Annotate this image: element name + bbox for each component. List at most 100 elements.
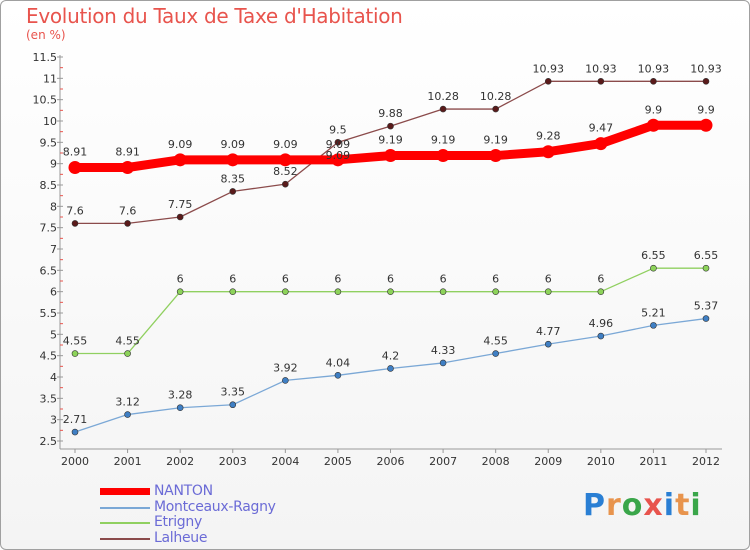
point-montceaux-ragny [492, 350, 499, 357]
x-tick-label: 2001 [114, 455, 142, 468]
x-tick-label: 2009 [534, 455, 562, 468]
y-tick-label: 6.5 [40, 264, 58, 277]
y-tick-label: 8 [50, 200, 57, 213]
data-label-lalheue: 7.6 [66, 204, 84, 217]
point-montceaux-ragny [124, 411, 131, 418]
point-nanton [541, 145, 555, 159]
point-nanton [121, 161, 135, 175]
data-label-montceaux-ragny: 5.21 [641, 306, 666, 319]
legend-swatch-lalheue [100, 537, 150, 540]
data-label-nanton: 9.19 [378, 134, 403, 147]
point-nanton [384, 149, 397, 163]
point-nanton [226, 153, 240, 167]
point-lalheue [282, 180, 289, 188]
point-lalheue [492, 105, 499, 113]
point-lalheue [334, 139, 342, 146]
data-label-montceaux-ragny: 4.2 [382, 349, 400, 362]
legend-swatch-nanton [100, 488, 150, 495]
y-tick-label: 9 [50, 158, 57, 171]
y-tick-label: 8.5 [40, 179, 58, 192]
y-tick-label: 7 [50, 243, 57, 256]
data-label-montceaux-ragny: 4.55 [483, 335, 508, 348]
y-tick-label: 10.5 [33, 94, 58, 107]
x-tick-label: 2004 [271, 455, 299, 468]
y-tick-label: 3 [50, 414, 57, 427]
logo-letter: i [663, 488, 676, 523]
point-nanton [699, 118, 713, 132]
data-label-lalheue: 10.93 [585, 62, 617, 75]
point-nanton [594, 137, 608, 151]
point-nanton [173, 153, 187, 167]
point-montceaux-ragny [176, 404, 184, 412]
logo-letter: r [606, 488, 622, 523]
data-label-etrigny: 6 [440, 273, 447, 286]
point-etrigny [439, 288, 447, 295]
point-etrigny [282, 288, 289, 295]
data-label-etrigny: 6 [334, 273, 341, 286]
proxiti-logo: Proxiti [583, 488, 702, 523]
point-nanton [436, 149, 450, 163]
point-montceaux-ragny [282, 377, 289, 384]
data-label-lalheue: 8.35 [221, 172, 246, 185]
legend-label-lalheue: Lalheue [154, 529, 208, 546]
y-tick-label: 2.5 [40, 435, 58, 448]
y-tick-label: 3.5 [40, 392, 58, 405]
data-label-lalheue: 10.93 [690, 62, 722, 75]
point-etrigny [334, 288, 342, 295]
data-label-lalheue: 8.52 [273, 165, 298, 178]
point-lalheue [597, 78, 605, 85]
data-label-lalheue: 10.28 [427, 90, 459, 103]
legend-swatch-montceaux-ragny [100, 506, 150, 509]
data-label-montceaux-ragny: 3.35 [221, 386, 246, 399]
data-label-nanton: 8.91 [63, 146, 88, 159]
point-montceaux-ragny [71, 428, 79, 436]
point-montceaux-ragny [702, 315, 710, 322]
data-label-nanton: 8.91 [115, 146, 140, 159]
x-tick-label: 2011 [639, 455, 667, 468]
data-label-etrigny: 4.55 [63, 335, 88, 348]
point-etrigny [492, 288, 499, 295]
x-tick-label: 2003 [219, 455, 247, 468]
point-montceaux-ragny [229, 401, 237, 409]
logo-letter: i [690, 488, 702, 523]
point-lalheue [229, 188, 237, 195]
data-label-etrigny: 6.55 [694, 249, 719, 262]
data-label-nanton: 9.09 [326, 138, 351, 151]
x-tick-label: 2002 [166, 455, 194, 468]
unit-label: (en %) [26, 28, 66, 42]
logo-letter: o [621, 488, 644, 523]
data-label-etrigny: 6 [229, 273, 236, 286]
point-nanton [331, 153, 345, 167]
point-etrigny [702, 264, 710, 272]
data-label-montceaux-ragny: 4.33 [431, 344, 456, 357]
data-label-lalheue: 9.88 [378, 107, 403, 120]
logo-letter: t [675, 488, 691, 523]
x-tick-label: 2000 [61, 455, 89, 468]
y-tick-label: 6 [50, 286, 57, 299]
point-montceaux-ragny [334, 371, 342, 379]
data-label-etrigny: 6 [387, 273, 394, 286]
point-lalheue [650, 78, 657, 85]
legend-label-montceaux-ragny: Montceaux-Ragny [154, 498, 276, 515]
point-etrigny [71, 350, 79, 357]
y-tick-label: 11.5 [33, 51, 58, 64]
y-tick-label: 4.5 [40, 350, 58, 363]
point-nanton [68, 161, 82, 175]
data-label-etrigny: 6 [282, 273, 289, 286]
data-label-etrigny: 6 [597, 273, 604, 286]
data-label-lalheue: 7.75 [168, 198, 193, 211]
x-tick-label: 2007 [429, 455, 457, 468]
y-tick-label: 7.5 [40, 222, 58, 235]
data-label-nanton: 9.28 [536, 130, 561, 143]
data-label-etrigny: 6 [492, 273, 499, 286]
point-lalheue [71, 220, 79, 227]
data-label-lalheue: 10.28 [480, 90, 512, 103]
y-tick-label: 11 [43, 72, 57, 85]
legend-label-etrigny: Etrigny [154, 514, 202, 530]
data-label-nanton: 9.9 [645, 103, 663, 116]
data-label-lalheue: 10.93 [533, 62, 565, 75]
point-lalheue [544, 78, 552, 85]
point-etrigny [387, 288, 394, 295]
